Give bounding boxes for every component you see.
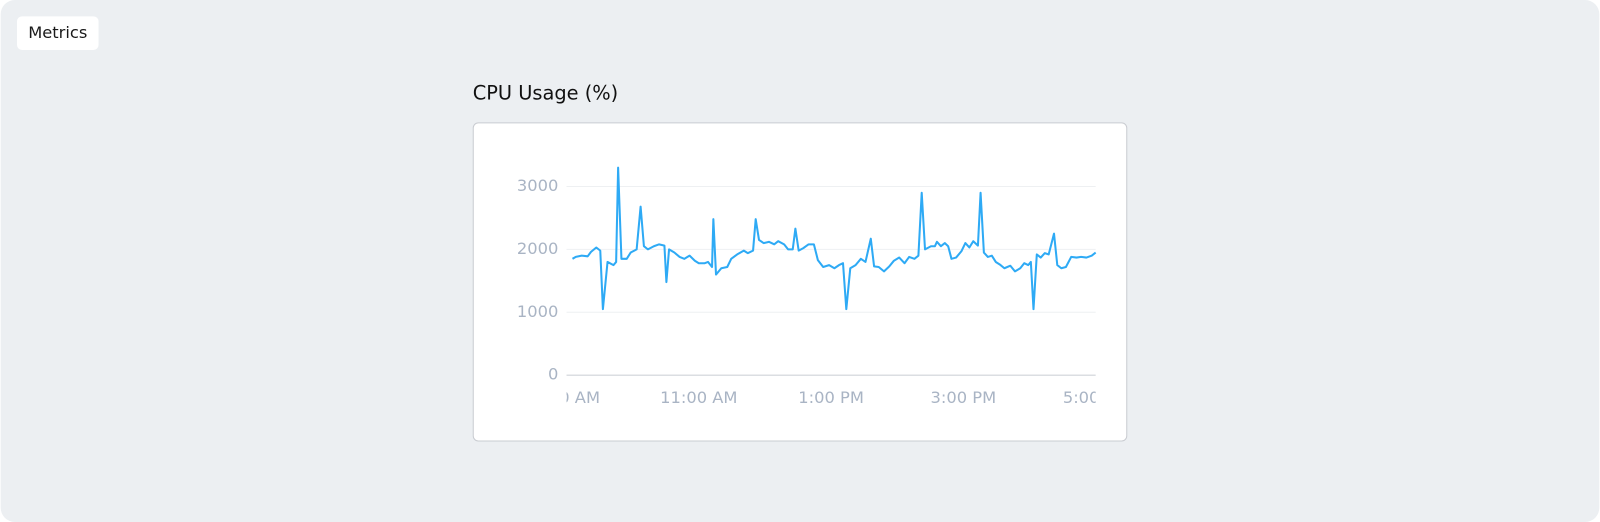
- chart-panel: [472, 122, 1128, 442]
- x-tick-label: 11:00 AM: [660, 388, 737, 407]
- y-tick-label: 1000: [517, 302, 558, 321]
- metrics-button[interactable]: [17, 16, 99, 50]
- x-axis-labels: 9:00 AM 11:00 AM 1:00 PM 3:00 PM 5:00 PM: [533, 388, 1129, 407]
- y-tick-label: 2000: [517, 239, 558, 258]
- x-tick-label: 3:00 PM: [931, 388, 997, 407]
- y-tick-label: 0: [548, 365, 558, 384]
- x-tick-label: 5:00 PM: [1063, 388, 1129, 407]
- cpu-line: [571, 166, 1097, 311]
- x-tick-label: 1:00 PM: [798, 388, 864, 407]
- plot: 0 1000 2000 3000 9:00 AM 11:00 AM 1:00 PM 3:00 …: [517, 166, 1129, 407]
- metrics-button-label[interactable]: Metrics: [28, 23, 87, 42]
- x-tick-label: 9:00 AM: [533, 388, 600, 407]
- chart-title: CPU Usage (%): [473, 81, 619, 104]
- y-tick-label: 3000: [517, 176, 558, 195]
